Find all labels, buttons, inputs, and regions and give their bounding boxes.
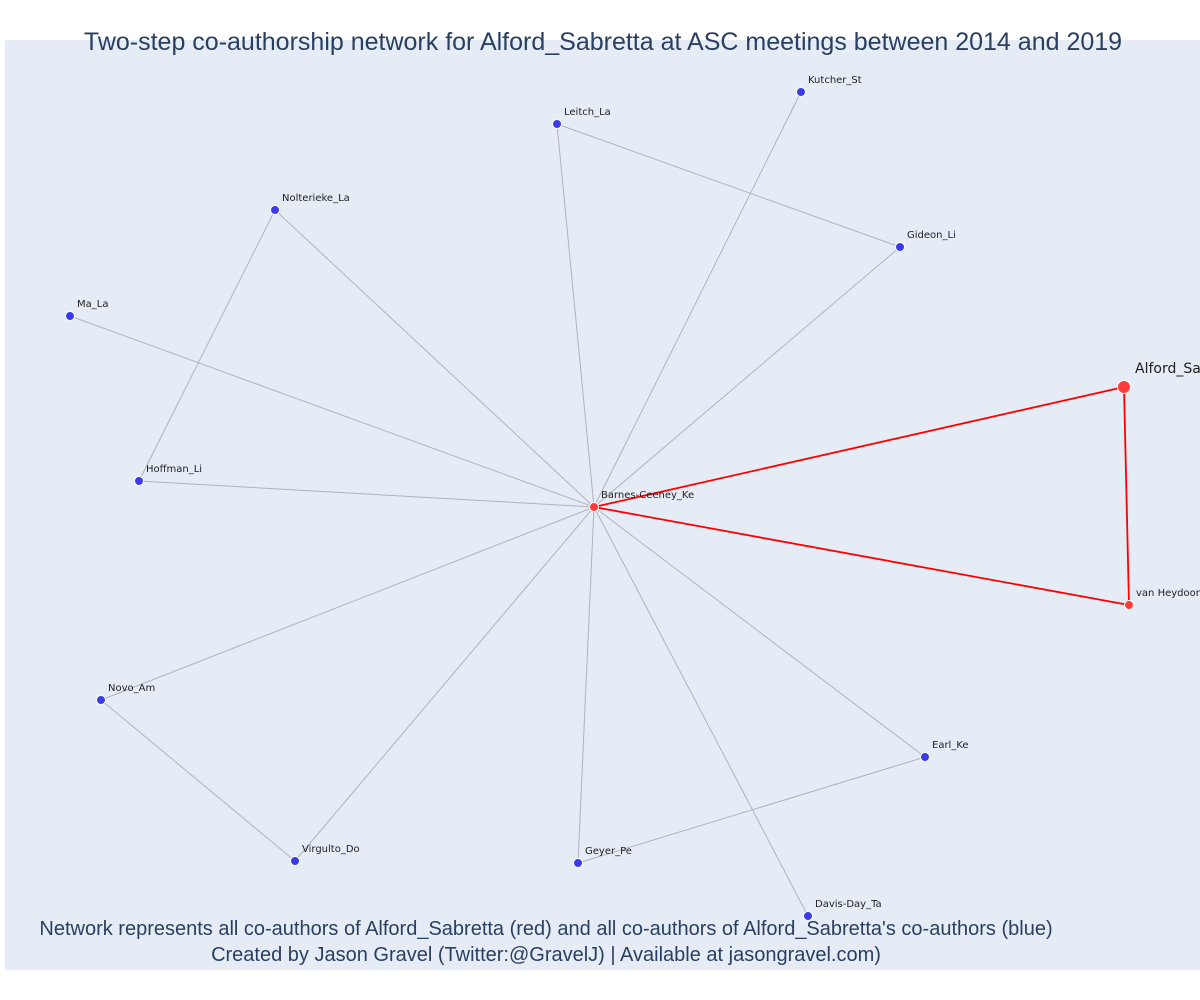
edge-barnes-ceeney-ke-earl-ke [593,506,926,758]
node-label-novo-am: Novo_Am [108,683,155,694]
edge-barnes-ceeney-ke-gideon-li [593,246,901,508]
node-hoffman-li[interactable] [134,476,144,486]
node-label-geyer-pe: Geyer_Pe [585,846,632,857]
node-label-kutcher-st: Kutcher_St [808,75,862,86]
node-label-alford-sabretta: Alford_Sa [1135,361,1200,377]
chart-title: Two-step co-authorship network for Alfor… [83,28,1123,56]
edge-barnes-ceeney-ke-novo-am [100,506,595,701]
node-earl-ke[interactable] [920,752,930,762]
edge-barnes-ceeney-ke-ma-la [69,315,595,508]
node-label-earl-ke: Earl_Ke [932,740,969,751]
edge-barnes-ceeney-ke-geyer-pe [577,506,595,864]
node-label-virgulto-do: Virgulto_Do [302,844,360,855]
edge-barnes-ceeney-ke-nolterieke-la [274,209,595,508]
node-kutcher-st[interactable] [796,87,806,97]
node-label-davis-day-ta: Davis-Day_Ta [815,899,882,910]
edge-barnes-ceeney-ke-leitch-la [556,123,595,508]
node-ma-la[interactable] [65,311,75,321]
nodes-layer [65,87,1134,921]
node-van-heydoorn[interactable] [1124,600,1134,610]
edge-novo-am-virgulto-do [100,699,296,862]
node-nolterieke-la[interactable] [270,205,280,215]
caption-line-2: Created by Jason Gravel (Twitter:@Gravel… [211,944,881,966]
node-geyer-pe[interactable] [573,858,583,868]
edge-barnes-ceeney-ke-kutcher-st [593,91,802,508]
edge-barnes-ceeney-ke-virgulto-do [294,506,595,862]
edge-geyer-pe-earl-ke [577,756,926,864]
node-label-barnes-ceeney-ke: Barnes-Ceeney_Ke [601,490,694,501]
edge-barnes-ceeney-ke-van-heydoorn [593,506,1130,606]
node-label-ma-la: Ma_La [77,299,108,310]
node-virgulto-do[interactable] [290,856,300,866]
edge-barnes-ceeney-ke-alford-sabretta [593,386,1125,508]
node-leitch-la[interactable] [552,119,562,129]
node-novo-am[interactable] [96,695,106,705]
edge-nolterieke-la-hoffman-li [138,209,276,482]
edge-leitch-la-gideon-li [556,123,901,248]
edges-layer [69,91,1130,917]
node-label-leitch-la: Leitch_La [564,107,611,118]
caption-line-1: Network represents all co-authors of Alf… [39,918,1053,940]
edge-barnes-ceeney-ke-davis-day-ta [593,506,809,917]
node-gideon-li[interactable] [895,242,905,252]
node-barnes-ceeney-ke[interactable] [589,502,599,512]
node-davis-day-ta[interactable] [803,911,813,921]
node-label-van-heydoorn: van Heydoorn [1136,588,1200,599]
node-label-hoffman-li: Hoffman_Li [146,464,202,475]
edge-alford-sabretta-van-heydoorn [1123,386,1130,606]
node-alford-sabretta[interactable] [1117,380,1131,394]
node-label-nolterieke-la: Nolterieke_La [282,193,350,204]
edge-barnes-ceeney-ke-hoffman-li [138,480,595,508]
node-label-gideon-li: Gideon_Li [907,230,956,241]
